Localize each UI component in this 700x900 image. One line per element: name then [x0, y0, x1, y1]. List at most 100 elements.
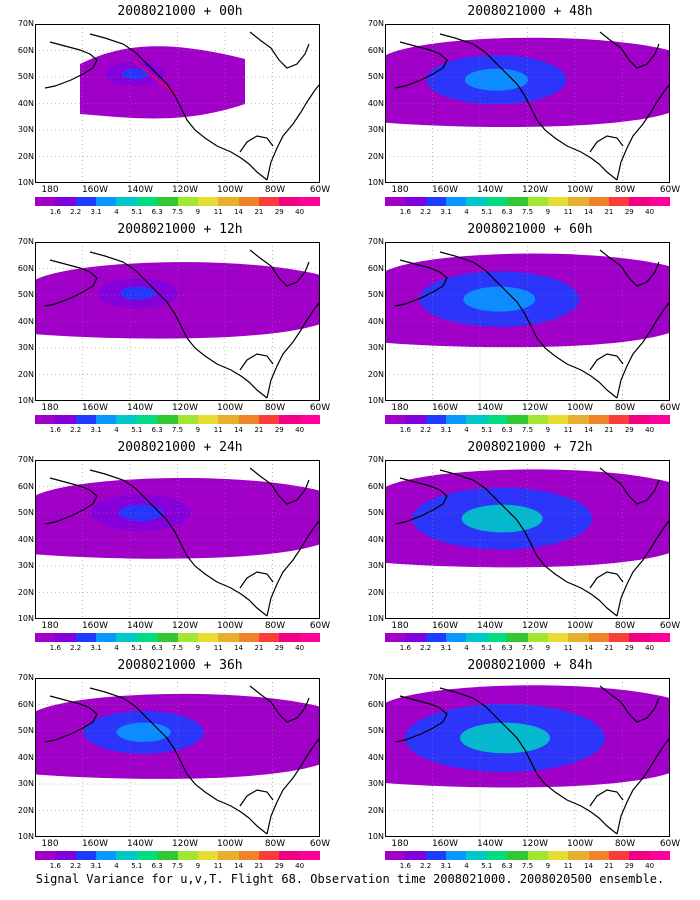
lon-tick-label: 60W	[309, 185, 331, 195]
lat-tick-label: 40N	[367, 752, 384, 762]
colorbar-swatch	[116, 415, 137, 424]
colorbar-label: 2.2	[70, 862, 82, 870]
colorbar-swatch	[568, 415, 589, 424]
colorbar-label: 11	[213, 208, 223, 216]
colorbar-label: 9	[195, 426, 201, 434]
colorbar-swatch	[527, 415, 548, 424]
lon-tick-label: 160W	[431, 185, 459, 195]
colorbar-label: 3.1	[440, 644, 452, 652]
lon-tick-label: 140W	[126, 839, 154, 849]
lat-tick-label: 70N	[367, 455, 384, 464]
lat-tick-label: 70N	[17, 455, 34, 464]
colorbar-swatch	[157, 197, 178, 206]
lat-tick-label: 50N	[17, 508, 34, 517]
lon-tick-label: 120W	[521, 839, 549, 849]
lon-tick-label: 160W	[81, 403, 109, 413]
lon-tick-label: 120W	[521, 621, 549, 631]
colorbar-swatch	[96, 415, 117, 424]
lon-tick-label: 140W	[126, 185, 154, 195]
colorbar-swatch	[385, 415, 406, 424]
variance-core-region	[118, 504, 164, 522]
lon-tick-label: 180	[391, 839, 409, 849]
lat-tick-label: 60N	[367, 481, 384, 491]
colorbar-label: 14	[584, 426, 594, 434]
colorbar-label: 5.1	[481, 426, 493, 434]
lon-tick-label: 120W	[521, 403, 549, 413]
coastline	[589, 353, 624, 371]
lon-tick-label: 60W	[659, 621, 681, 631]
colorbar-swatch	[96, 197, 117, 206]
observation-point	[136, 62, 140, 66]
lon-tick-label: 180	[391, 621, 409, 631]
coastline	[266, 737, 320, 835]
lat-tick-label: 30N	[367, 779, 384, 788]
variance-core-region	[460, 722, 550, 754]
variance-outer-region	[35, 262, 320, 339]
variance-map	[35, 678, 320, 837]
lon-tick-label: 80W	[264, 839, 286, 849]
colorbar-label: 4	[464, 426, 469, 434]
coastline	[266, 301, 320, 399]
lat-tick-label: 40N	[17, 98, 34, 108]
map-canvas	[385, 242, 670, 401]
colorbar-label: 40	[295, 208, 305, 216]
lat-tick-label: 30N	[367, 561, 384, 570]
colorbar-label: 6.3	[501, 644, 513, 652]
coastline	[394, 695, 448, 743]
colorbar-swatch	[629, 197, 650, 206]
colorbar-label: 11	[213, 426, 223, 434]
coastline	[616, 83, 670, 181]
coastline	[89, 469, 268, 617]
colorbar-label: 11	[213, 862, 223, 870]
lon-tick-label: 60W	[659, 403, 681, 413]
colorbar-label: 4	[464, 644, 469, 652]
colorbar-label: 9	[545, 426, 551, 434]
panel-title: 2008021000 + 60h	[467, 222, 593, 237]
coastline	[239, 571, 274, 589]
lon-tick-label: 80W	[614, 185, 636, 195]
map-panel: 2008021000 + 72h 70N 60N 50N 40N 30N 20N 10N 18…	[355, 436, 695, 652]
colorbar-swatch	[446, 197, 467, 206]
colorbar-swatch	[629, 415, 650, 424]
colorbar-swatch	[405, 633, 426, 642]
colorbar-label: 1.6	[49, 644, 61, 652]
colorbar-swatch	[385, 633, 406, 642]
panel-title: 2008021000 + 48h	[467, 4, 593, 19]
coastline	[239, 135, 274, 153]
observation-point	[139, 65, 143, 69]
figure-caption: Signal Variance for u,v,T. Flight 68. Ob…	[35, 872, 665, 886]
lat-tick-label: 60N	[17, 45, 34, 55]
lat-tick-label: 20N	[367, 805, 384, 815]
lon-tick-label: 180	[391, 185, 409, 195]
coastline	[249, 31, 310, 69]
coastline	[599, 31, 660, 69]
colorbar-label: 6.3	[151, 208, 163, 216]
lat-tick-label: 30N	[17, 125, 34, 134]
colorbar-label: 40	[645, 426, 655, 434]
lon-tick-label: 100W	[216, 185, 244, 195]
lat-tick-label: 10N	[17, 178, 34, 187]
lon-tick-label: 80W	[614, 839, 636, 849]
coastline	[266, 83, 320, 181]
lat-tick-label: 20N	[367, 587, 384, 597]
lon-tick-label: 180	[391, 403, 409, 413]
colorbar-label: 11	[213, 644, 223, 652]
lat-tick-label: 20N	[17, 369, 34, 379]
colorbar-label: 21	[604, 862, 614, 870]
colorbar-swatch	[197, 851, 219, 860]
colorbar-swatch	[385, 197, 406, 206]
colorbar-swatch	[608, 851, 630, 860]
colorbar-swatch	[507, 415, 528, 424]
colorbar-swatch	[608, 633, 630, 642]
colorbar-swatch	[75, 415, 97, 424]
colorbar-swatch	[405, 851, 426, 860]
colorbar-label: 29	[624, 862, 634, 870]
colorbar-label: 14	[584, 644, 594, 652]
lat-tick-label: 50N	[367, 508, 384, 517]
coastline	[239, 789, 274, 807]
coastline	[239, 353, 274, 371]
variance-map	[385, 460, 670, 619]
lat-tick-label: 10N	[367, 614, 384, 623]
colorbar-swatch	[55, 197, 76, 206]
lon-tick-label: 120W	[171, 621, 199, 631]
